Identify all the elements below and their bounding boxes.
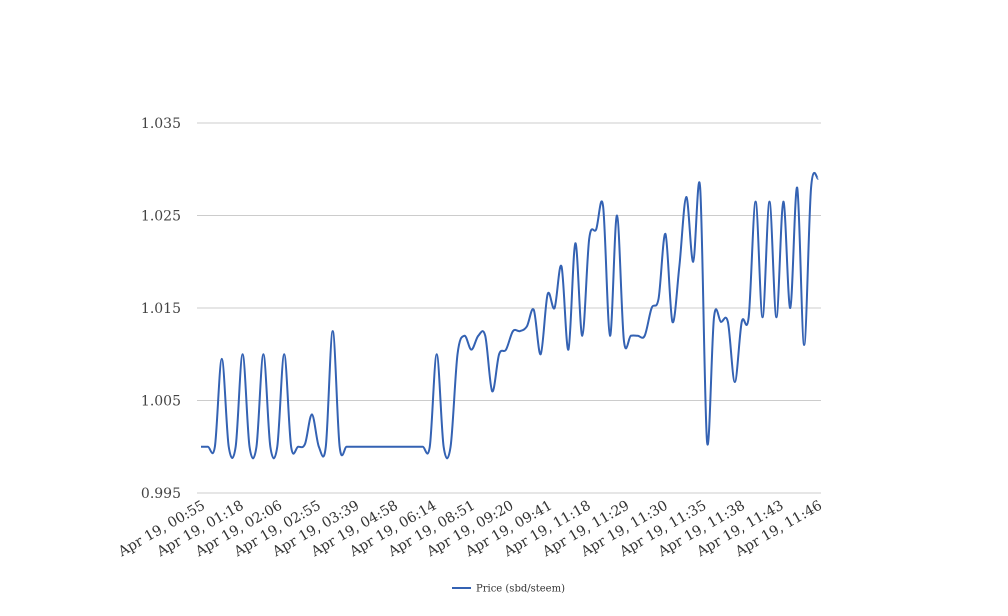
- y-tick-label: 0.995: [141, 486, 181, 502]
- series-line: [201, 172, 819, 460]
- legend-label: Price (sbd/steem): [476, 584, 565, 595]
- series-layer: [201, 172, 819, 460]
- gridlines: [197, 122, 821, 494]
- legend: Price (sbd/steem): [452, 584, 565, 595]
- y-tick-label: 1.035: [141, 116, 181, 132]
- y-tick-label: 1.015: [141, 301, 181, 317]
- y-axis-ticks: 0.995 1.005 1.015 1.025 1.035: [141, 116, 181, 502]
- y-tick-label: 1.005: [141, 394, 181, 410]
- y-tick-label: 1.025: [141, 209, 181, 225]
